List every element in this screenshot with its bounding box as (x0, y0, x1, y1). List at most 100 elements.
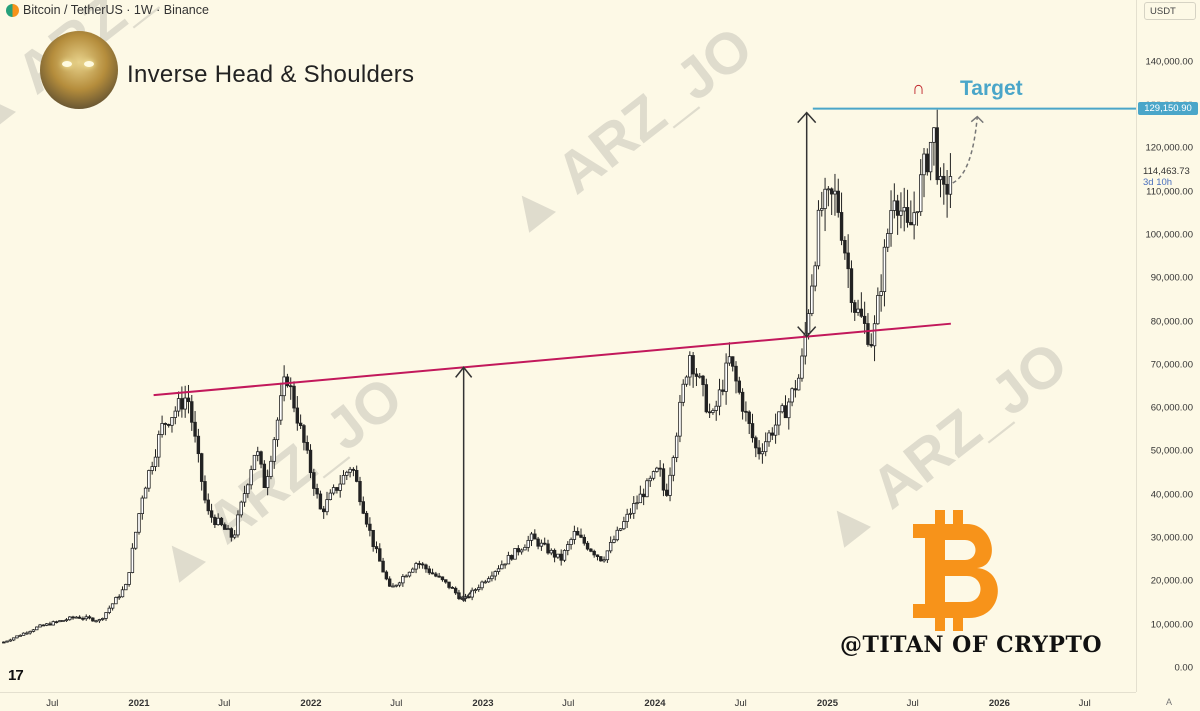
candle-body (938, 175, 943, 181)
candle-body (44, 623, 49, 626)
candle-body (265, 476, 270, 489)
candle-body (351, 468, 356, 471)
candle-body (915, 211, 920, 214)
candle-body (823, 188, 827, 209)
neckline (153, 322, 951, 397)
candle-body (826, 188, 831, 191)
time-axis[interactable]: Jul 2021 Jul 2022 Jul 2023 Jul 2024 Jul 2025 Jul 20… (0, 692, 1136, 711)
candle-body (876, 295, 880, 325)
candle-body (866, 323, 870, 345)
candle-body (529, 533, 534, 541)
candle-body (510, 555, 514, 560)
candle-body (704, 384, 709, 413)
auto-scale-button[interactable]: A (1166, 697, 1173, 707)
candle-body (668, 474, 672, 496)
candle-body (506, 555, 511, 565)
last-price-tag: 114,463.73 3d 10h (1143, 166, 1190, 188)
chart-canvas[interactable]: ▲ ARZ_JO▲ ARZ_JO▲ ARZ_JO▲ ARZ_JO (0, 0, 1136, 692)
candle-body (714, 405, 718, 411)
candle-body (335, 487, 339, 491)
price-axis[interactable]: 0.00 10,000.00 20,000.00 30,000.00 40,000.00… (1136, 0, 1200, 692)
candle-body (833, 190, 837, 195)
candle-body (157, 434, 161, 458)
candle-body (219, 517, 224, 526)
candle-body (843, 239, 847, 254)
candle-body (391, 585, 395, 588)
candle-body (444, 579, 448, 583)
candle-body (232, 534, 237, 538)
candle-body (440, 576, 445, 581)
candle-body (839, 212, 844, 241)
candle-body (724, 362, 728, 392)
candle-body (41, 624, 46, 627)
candle-body (397, 582, 402, 586)
candle-body (856, 308, 860, 313)
candle-body (61, 620, 65, 622)
bitcoin-logo-icon (913, 510, 998, 631)
candle-body (384, 571, 389, 580)
y-tick-label: 10,000.00 (1150, 619, 1193, 631)
candle-body (341, 474, 346, 485)
arrow-head (797, 111, 817, 124)
candle-body (71, 616, 75, 619)
candle-body (153, 456, 158, 467)
avatar-eye-right (84, 61, 94, 67)
candle-body (480, 581, 484, 589)
candle-body (295, 407, 300, 424)
candle-body (417, 563, 422, 565)
candle-body (872, 323, 877, 347)
candle-body (15, 635, 19, 639)
x-tick-label: Jul (46, 698, 59, 709)
candle-body (862, 315, 867, 324)
y-tick-label: 40,000.00 (1150, 489, 1193, 501)
candle-body (595, 554, 600, 557)
candle-body (549, 549, 553, 554)
candle-body (315, 488, 319, 495)
candle-body (886, 233, 890, 248)
x-tick-label: Jul (390, 698, 403, 709)
candle-body (909, 222, 913, 226)
candle-body (473, 589, 478, 592)
candle-body (312, 472, 316, 489)
candle-body (28, 630, 32, 634)
candle-body (767, 432, 771, 443)
candle-body (242, 493, 247, 503)
candle-body (813, 265, 817, 287)
candle-body (879, 291, 883, 296)
symbol-header[interactable]: Bitcoin / TetherUS · 1W · Binance (6, 3, 209, 17)
candle-body (803, 332, 807, 357)
candle-body (645, 480, 649, 498)
candle-body (519, 549, 524, 553)
candle-body (427, 568, 431, 574)
candle-body (671, 457, 676, 476)
candle-body (711, 410, 715, 413)
candle-body (345, 471, 349, 476)
candle-body (536, 538, 540, 547)
tradingview-logo-icon[interactable]: 17 (8, 667, 24, 684)
candle-body (816, 209, 821, 267)
y-tick-label: 20,000.00 (1150, 575, 1193, 587)
candle-body (853, 302, 857, 313)
candle-body (496, 568, 501, 572)
credit-text: @TITAN OF CRYPTO (840, 632, 1103, 658)
currency-button[interactable]: USDT (1144, 2, 1196, 20)
candle-body (394, 584, 398, 587)
candle-body (163, 423, 168, 425)
candle-body (902, 207, 906, 212)
candle-body (190, 401, 194, 423)
candle-body (859, 308, 864, 317)
candle-body (470, 589, 474, 598)
candle-body (585, 542, 590, 550)
target-label: Target (960, 77, 1023, 100)
candle-body (5, 640, 9, 643)
candle-body (11, 637, 16, 641)
candle-body (447, 581, 451, 588)
candle-body (414, 563, 418, 570)
y-tick-label: 110,000.00 (1146, 186, 1193, 198)
candle-body (806, 313, 811, 334)
candle-body (130, 547, 135, 573)
candle-body (374, 546, 379, 550)
candle-body (721, 389, 725, 392)
candle-body (331, 487, 336, 494)
